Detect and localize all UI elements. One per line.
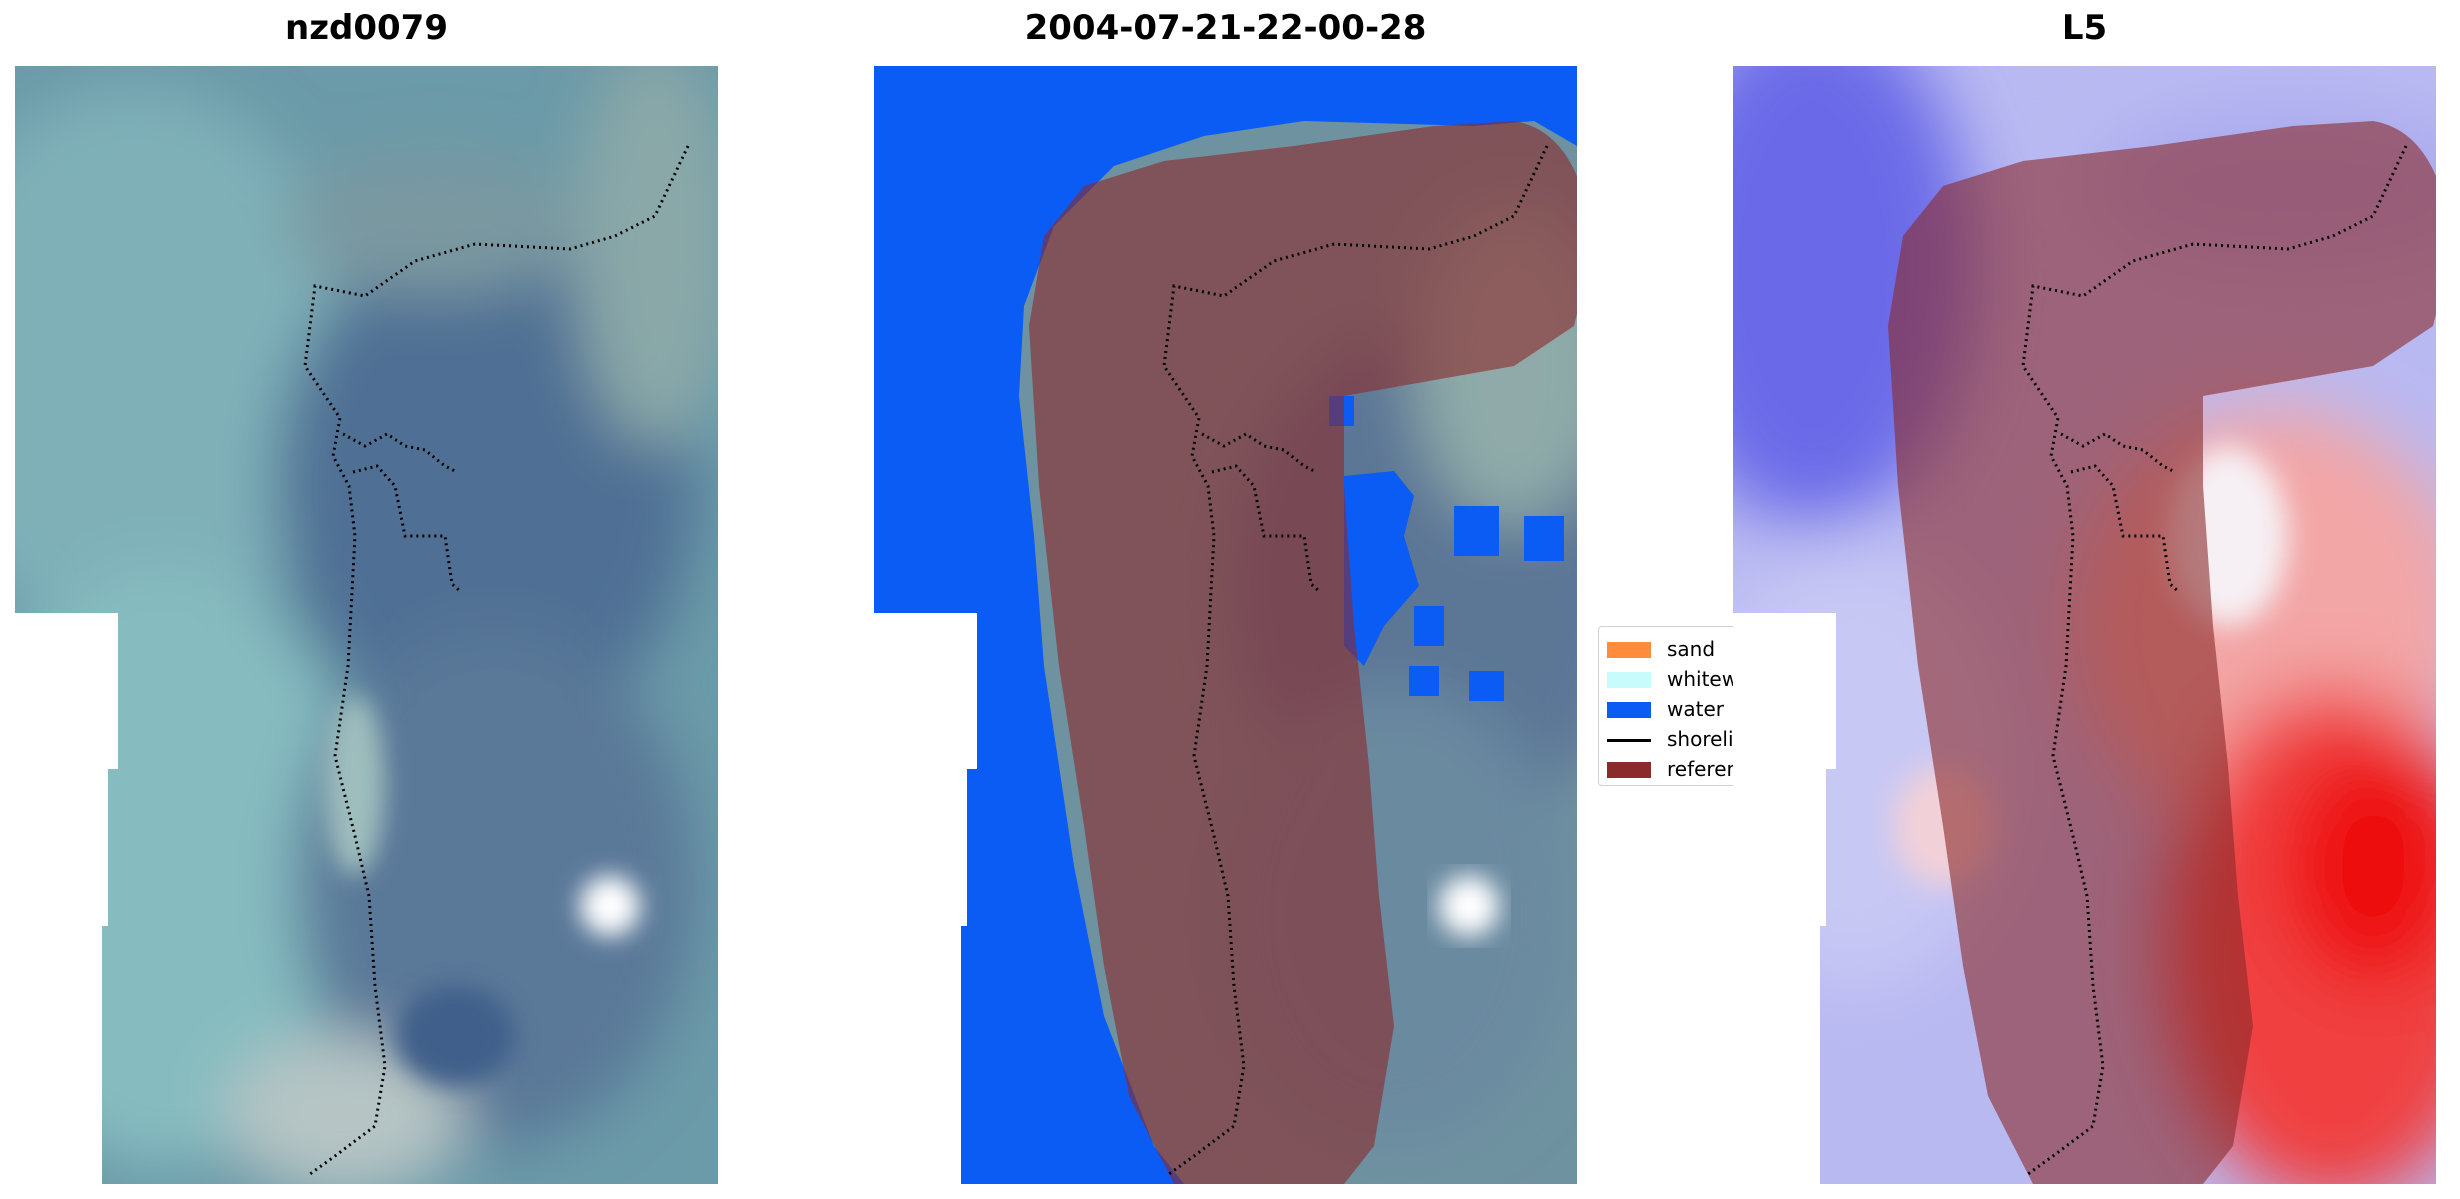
water-class-area <box>874 66 1577 1184</box>
legend-item-water: water <box>1607 695 1833 723</box>
no-data-region <box>1733 613 1836 1184</box>
legend-swatch-whitewater <box>1607 672 1651 688</box>
no-data-region <box>874 613 977 1184</box>
legend-label-sand: sand <box>1667 637 1716 661</box>
detected-shoreline-inlet <box>342 432 461 593</box>
panel-title-image-name: nzd0079 <box>285 8 448 48</box>
detected-shoreline <box>2021 145 2408 1176</box>
classification-panel <box>874 66 1577 1184</box>
detected-shoreline-inlet <box>1201 432 1320 593</box>
legend-swatch-sand <box>1607 642 1651 658</box>
classified-image <box>874 66 1577 1184</box>
index-image <box>1733 66 2436 1184</box>
no-data-region <box>15 613 118 1184</box>
rgb-image-panel <box>15 66 718 1184</box>
panel-title-date: 2004-07-21-22-00-28 <box>1024 8 1427 48</box>
index-image-panel <box>1733 66 2436 1184</box>
water-class-patches <box>1329 396 1564 701</box>
detected-shoreline <box>1162 145 1549 1176</box>
rgb-satellite-image <box>15 66 718 1184</box>
reference-shoreline-buffer <box>1029 121 1577 1184</box>
panel-title-satellite: L5 <box>2061 8 2108 48</box>
legend-swatch-reference-shoreline <box>1607 762 1651 778</box>
reference-shoreline-buffer <box>1888 121 2436 1184</box>
detected-shoreline <box>303 145 690 1176</box>
legend-label-water: water <box>1667 697 1724 721</box>
legend-line-shoreline <box>1607 739 1651 742</box>
detected-shoreline-inlet <box>2060 432 2179 593</box>
legend-item-sand: sand <box>1607 635 1833 663</box>
legend-swatch-water <box>1607 702 1651 718</box>
